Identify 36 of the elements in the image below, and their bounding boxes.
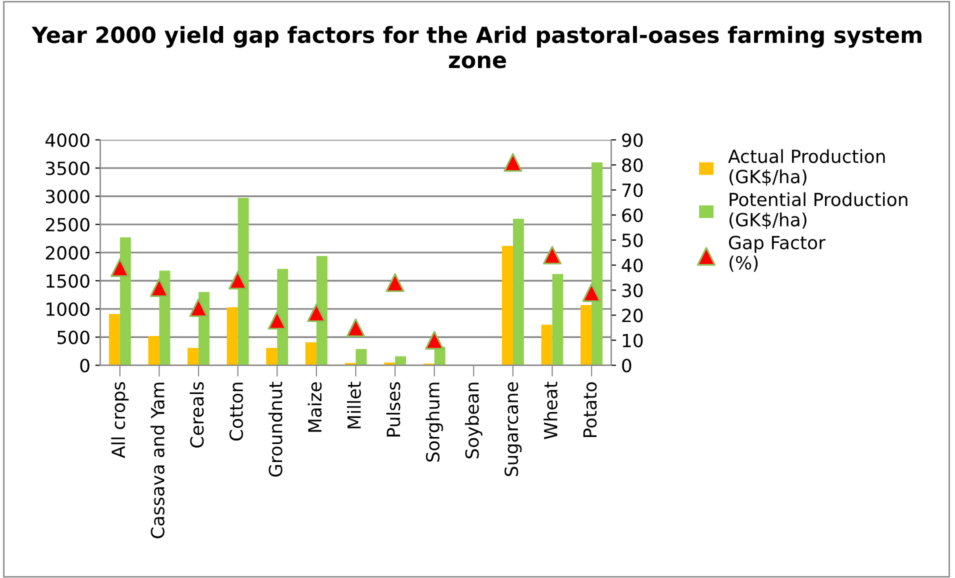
y-tick-label: 2500 [46,218,90,232]
y-tick-label: 1000 [46,302,90,316]
y-tick-label: 0 [80,358,90,372]
y-tick-label: 4000 [45,133,90,147]
x-tick-label: Groundnut [268,382,282,477]
y-tick-label: 500 [57,330,90,344]
x-tick-label: Cassava and Yam [150,382,164,538]
legend-label: Gap Factor (%) [728,236,826,272]
y-tick-label: 1500 [46,274,90,288]
x-tick-label: All crops [111,382,129,458]
x-tick-label: Soybean [464,382,482,458]
chart-title: Year 2000 yield gap factors for the Arid pastoral-oases farming system zone [32,26,922,68]
x-tick-label: Cereals [190,382,204,448]
y2-tick-label: 50 [622,234,643,248]
x-tick-label: Millet [347,382,361,428]
y2-tick-label: 60 [622,208,643,222]
legend-label: Potential Production (GK$/ha) [730,192,908,229]
legend-label: Actual Production (GK$/ha) [728,149,885,186]
y-tick-label: 3000 [46,190,90,204]
y2-tick-label: 30 [622,284,643,298]
x-tick-label: Sugarcane [504,382,522,476]
y-tick-label: 2000 [46,246,90,260]
x-tick-label: Maize [308,382,322,432]
y2-tick-label: 40 [622,258,643,272]
y2-tick-label: 10 [622,334,643,348]
y-tick-label: 3500 [46,162,90,176]
y2-tick-label: 20 [622,308,643,322]
x-tick-label: Sorghum [426,382,444,462]
y2-tick-label: 80 [622,158,643,172]
y2-tick-label: 70 [622,183,643,198]
x-tick-label: Cotton [229,382,244,441]
y2-tick-label: 0 [622,358,632,372]
x-tick-label: Wheat [544,382,558,440]
y2-tick-label: 90 [622,133,643,147]
x-tick-label: Pulses [386,382,400,436]
x-tick-label: Potato [583,382,597,438]
